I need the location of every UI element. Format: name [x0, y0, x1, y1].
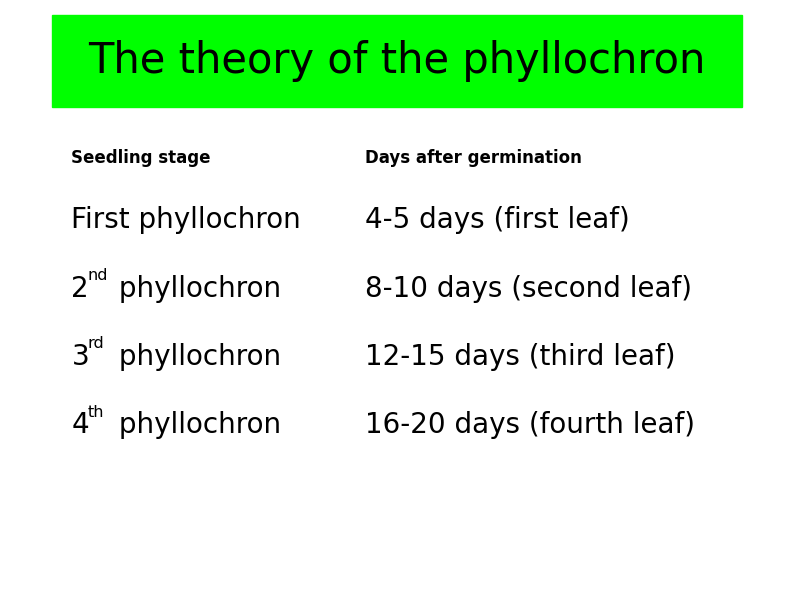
Text: nd: nd [87, 268, 108, 283]
Text: 8-10 days (second leaf): 8-10 days (second leaf) [365, 274, 692, 303]
Text: rd: rd [87, 336, 104, 352]
Text: The theory of the phyllochron: The theory of the phyllochron [88, 40, 706, 82]
Text: phyllochron: phyllochron [110, 411, 281, 440]
Text: Days after germination: Days after germination [365, 149, 582, 167]
Text: First phyllochron: First phyllochron [71, 206, 301, 234]
Text: 2: 2 [71, 274, 89, 303]
Text: phyllochron: phyllochron [110, 274, 281, 303]
Text: 4: 4 [71, 411, 89, 440]
Text: 16-20 days (fourth leaf): 16-20 days (fourth leaf) [365, 411, 696, 440]
FancyBboxPatch shape [52, 15, 742, 107]
Text: 3: 3 [71, 343, 89, 371]
Text: th: th [87, 405, 104, 420]
Text: phyllochron: phyllochron [110, 343, 281, 371]
Text: Seedling stage: Seedling stage [71, 149, 211, 167]
Text: 12-15 days (third leaf): 12-15 days (third leaf) [365, 343, 676, 371]
Text: 4-5 days (first leaf): 4-5 days (first leaf) [365, 206, 630, 234]
